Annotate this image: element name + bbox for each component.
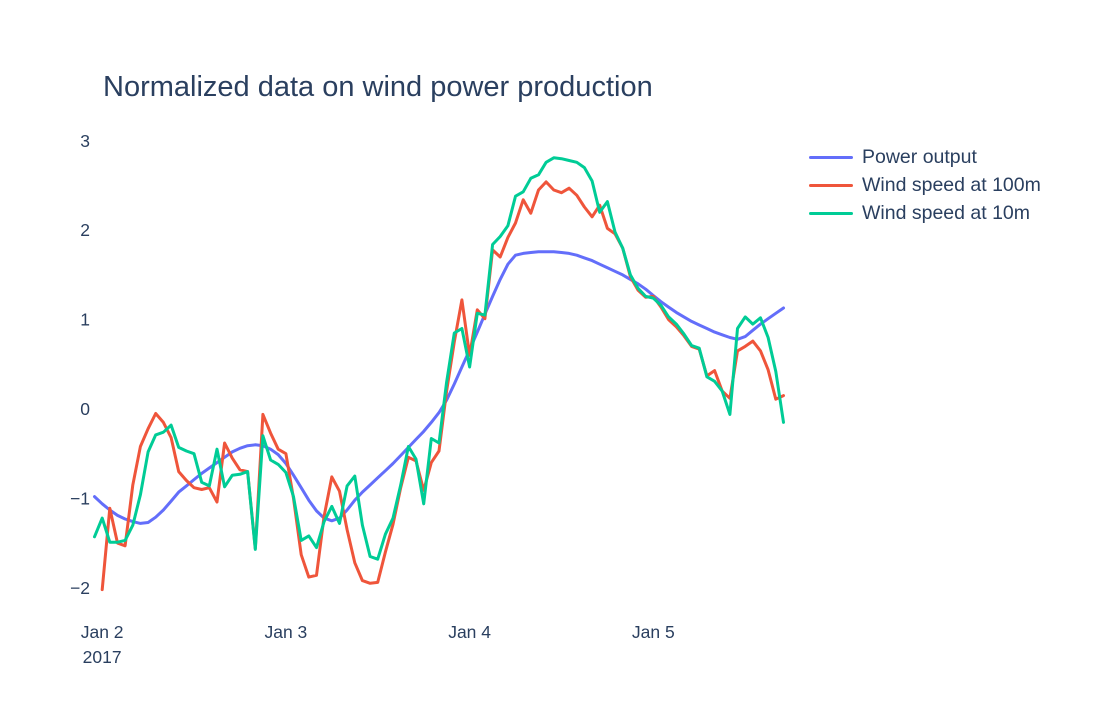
legend-line-swatch-wind-speed-100m [809, 183, 853, 187]
y-tick-label: −2 [70, 578, 90, 598]
y-tick-label: 0 [80, 399, 90, 419]
x-tick-label: Jan 5 [632, 622, 675, 642]
wind-speed-at-10m-line [93, 156, 785, 561]
x-tick-label: Jan 2 [81, 622, 124, 642]
y-tick-label: −1 [70, 488, 90, 508]
x-tick-label: Jan 4 [448, 622, 491, 642]
legend-line-swatch-wind-speed-10m [809, 211, 853, 215]
y-tick-label: 1 [80, 310, 90, 330]
legend-label-power-output: Power output [862, 146, 977, 168]
plot-area[interactable] [96, 120, 790, 600]
x-tick-sublabel: 2017 [83, 647, 122, 667]
chart-title: Normalized data on wind power production [103, 71, 653, 103]
legend-item-wind-speed-10m[interactable]: Wind speed at 10m [809, 199, 1041, 227]
legend-item-wind-speed-100m[interactable]: Wind speed at 100m [809, 171, 1041, 199]
legend: Power output Wind speed at 100m Wind spe… [809, 143, 1041, 227]
legend-line-swatch-power-output [809, 155, 853, 159]
y-tick-label: 3 [80, 131, 90, 151]
power-output-line [93, 250, 785, 525]
legend-item-power-output[interactable]: Power output [809, 143, 1041, 171]
x-tick-label: Jan 3 [264, 622, 307, 642]
y-tick-label: 2 [80, 220, 90, 240]
legend-label-wind-speed-100m: Wind speed at 100m [862, 174, 1041, 196]
legend-label-wind-speed-10m: Wind speed at 10m [862, 202, 1031, 224]
